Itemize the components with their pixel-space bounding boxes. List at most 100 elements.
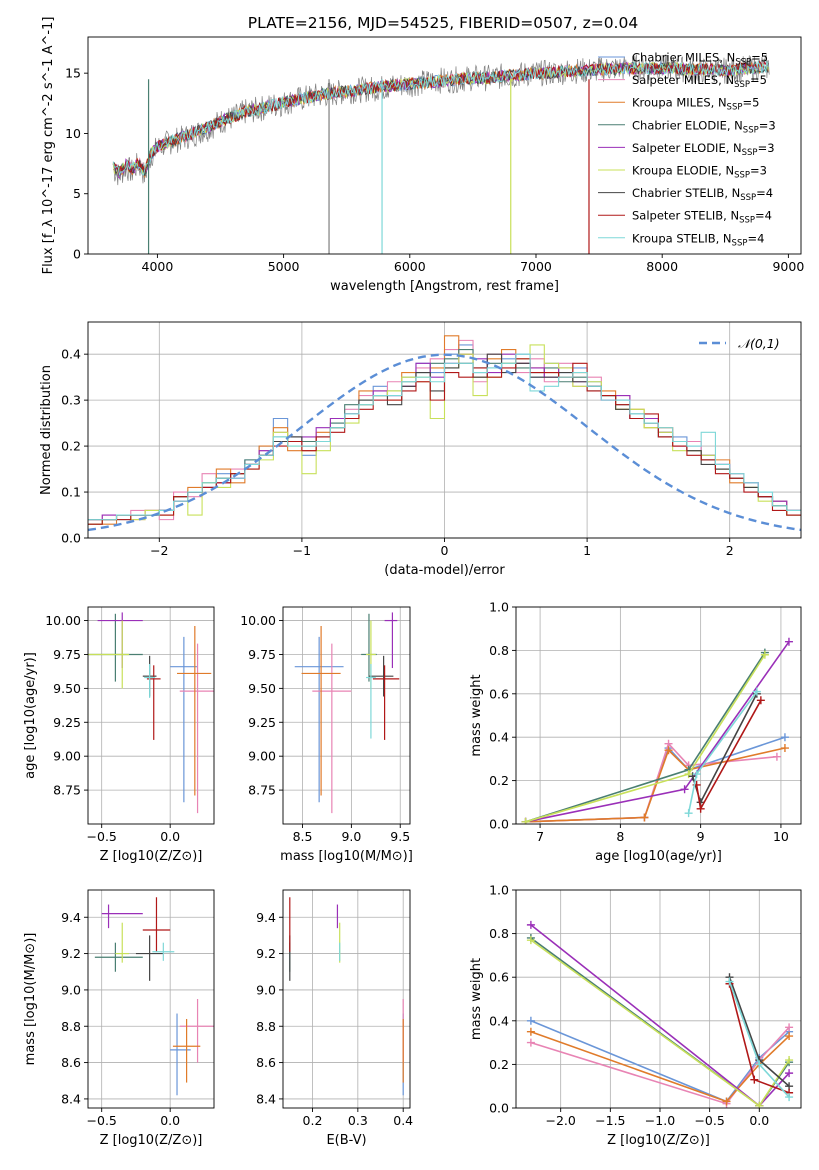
y-tick-label: 0.4 (489, 1013, 509, 1028)
legend-label-subscript: SSP (732, 238, 748, 248)
legend-label-text: Salpeter STELIB, N (632, 209, 739, 223)
x-tick-label: −2 (150, 543, 168, 558)
axes-frame (515, 606, 802, 825)
x-tick-label: 2 (726, 543, 734, 558)
x-tick-label: −0.5 (87, 829, 117, 844)
x-tick-label: 10 (773, 829, 789, 844)
mass-weight-marker (785, 1056, 794, 1065)
legend-label-text: Kroupa STELIB, N (632, 231, 732, 245)
mass-weight-marker (752, 687, 761, 696)
y-tick-label: 0.0 (489, 817, 509, 832)
figure-title: PLATE=2156, MJD=54525, FIBERID=0507, z=0… (248, 14, 638, 32)
y-tick-label: 0.4 (61, 347, 81, 362)
y-tick-label: 9.4 (256, 910, 276, 925)
y-tick-label: 9.2 (61, 946, 81, 961)
mass-weight-marker (772, 752, 781, 761)
plot-area (112, 54, 770, 254)
mass-weight-marker (526, 936, 535, 945)
x-axis-label: wavelength [Angstrom, rest frame] (330, 279, 559, 294)
axes-frame (87, 606, 215, 825)
axes-frame (87, 36, 802, 255)
legend-label: Salpeter ELODIE, NSSP=3 (632, 141, 775, 158)
legend-label-count: =5 (750, 73, 767, 87)
axes: 4000 5000 6000 7000 8000 9000 0 5 10 15 wavelength… (41, 17, 804, 294)
y-tick-label: 0.8 (489, 643, 509, 658)
legend-label-subscript: SSP (742, 148, 758, 158)
y-axis-label: mass [log10(M/M⊙)] (23, 933, 38, 1066)
errorbar-point (97, 612, 143, 669)
y-tick-label: 10.00 (240, 613, 276, 628)
mass-weight-marker (722, 1097, 731, 1106)
panel-mass-weight-vs-age: 7 8 9 10 0.0 0.2 0.4 0.6 0.8 1.0 age [log10(age/yr… (469, 600, 802, 864)
model-spectrum-line (112, 60, 769, 177)
x-tick-label: 0.2 (303, 1113, 323, 1128)
mass-weight-marker (780, 733, 789, 742)
panel-age-vs-mass: 8.5 9.0 9.5 8.75 9.00 9.25 9.50 9.75 10.00 mass [… (240, 606, 413, 864)
y-tick-label: 8.4 (256, 1091, 276, 1106)
axes-frame (515, 889, 802, 1109)
x-tick-label: −1 (293, 543, 311, 558)
mass-weight-marker (785, 1093, 794, 1102)
errorbar-point (142, 897, 171, 952)
axes: 0.2 0.3 0.4 8.4 8.6 8.8 9.0 9.2 9.4 E(B-V) (256, 889, 413, 1148)
mass-weight-marker (688, 772, 697, 781)
y-tick-label: 9.75 (53, 647, 81, 662)
legend-label-subscript: SSP (740, 193, 756, 203)
legend-label-text: Chabrier STELIB, N (632, 186, 740, 200)
errorbar-point (179, 999, 214, 1063)
axes: 7 8 9 10 0.0 0.2 0.4 0.6 0.8 1.0 age [log10(age/yr… (469, 600, 802, 864)
axes-frame (87, 889, 215, 1109)
y-tick-label: 0.3 (61, 393, 81, 408)
x-tick-label: 9000 (772, 259, 804, 274)
x-tick-label: 4000 (142, 259, 174, 274)
mass-weight-marker (684, 770, 693, 779)
x-tick-label: 6000 (394, 259, 426, 274)
errorbar-point (361, 613, 377, 682)
legend-label: Chabrier STELIB, NSSP=4 (632, 186, 773, 203)
axes-frame (282, 889, 411, 1109)
y-tick-label: 9.4 (61, 910, 81, 925)
x-axis-label: Z [log10(Z/Z⊙)] (100, 849, 203, 864)
y-axis-label: age [log10(age/yr)] (23, 652, 38, 779)
errorbar-point (94, 942, 143, 972)
data-spectrum-line (112, 54, 770, 186)
legend-label-text: Salpeter ELODIE, N (632, 141, 742, 155)
mass-weight-marker (680, 785, 689, 794)
legend-label-text: Chabrier MILES, N (632, 51, 735, 65)
mass-weight-marker (526, 1038, 535, 1047)
x-tick-label: −1.5 (595, 1113, 625, 1128)
errorbar-point (144, 663, 156, 698)
y-tick-label: 0.8 (489, 926, 509, 941)
mass-weight-marker (725, 977, 734, 986)
errorbar-point (384, 612, 398, 669)
legend-label-count: =5 (751, 51, 768, 65)
mass-weight-marker (750, 1075, 759, 1084)
y-tick-label: 9.00 (53, 749, 81, 764)
mass-weight-marker (526, 1027, 535, 1036)
mass-weight-marker (756, 696, 765, 705)
mass-weight-line (530, 1030, 790, 1103)
mass-weight-marker (755, 1101, 764, 1108)
y-tick-label: 0 (73, 247, 81, 262)
axes-frame (282, 606, 411, 825)
y-tick-label: 8.6 (256, 1055, 276, 1070)
y-axis-label: Flux [f_λ 10^-17 erg cm^-2 s^-1 A^-1] (41, 17, 56, 275)
errorbar-point (115, 922, 130, 963)
x-axis-label: Z [log10(Z/Z⊙)] (100, 1133, 203, 1148)
y-tick-label: 9.25 (248, 715, 276, 730)
panel-mass-vs-EBV: 0.2 0.3 0.4 8.4 8.6 8.8 9.0 9.2 9.4 E(B-V) (256, 889, 413, 1148)
x-tick-label: 7000 (520, 259, 552, 274)
y-tick-label: 1.0 (489, 600, 509, 615)
y-tick-label: 0.0 (489, 1101, 509, 1116)
mass-weight-marker (755, 1060, 764, 1069)
y-tick-label: 0.4 (489, 730, 509, 745)
y-axis-label: Normed distribution (39, 365, 54, 495)
axes: −2.0 −1.5 −1.0 −0.5 0.0 0.0 0.2 0.4 0.6 0.8 1.0 Z [… (469, 883, 802, 1148)
plot-area (289, 897, 404, 1096)
x-tick-label: 1 (583, 543, 591, 558)
x-tick-label: 0.4 (393, 1113, 413, 1128)
x-tick-label: −0.5 (87, 1113, 117, 1128)
x-tick-label: 5000 (268, 259, 300, 274)
y-tick-label: 1.0 (489, 883, 509, 898)
panel-age-vs-Z: −0.5 0.0 8.75 9.00 9.25 9.50 9.75 10.00 Z [log10… (23, 606, 215, 864)
